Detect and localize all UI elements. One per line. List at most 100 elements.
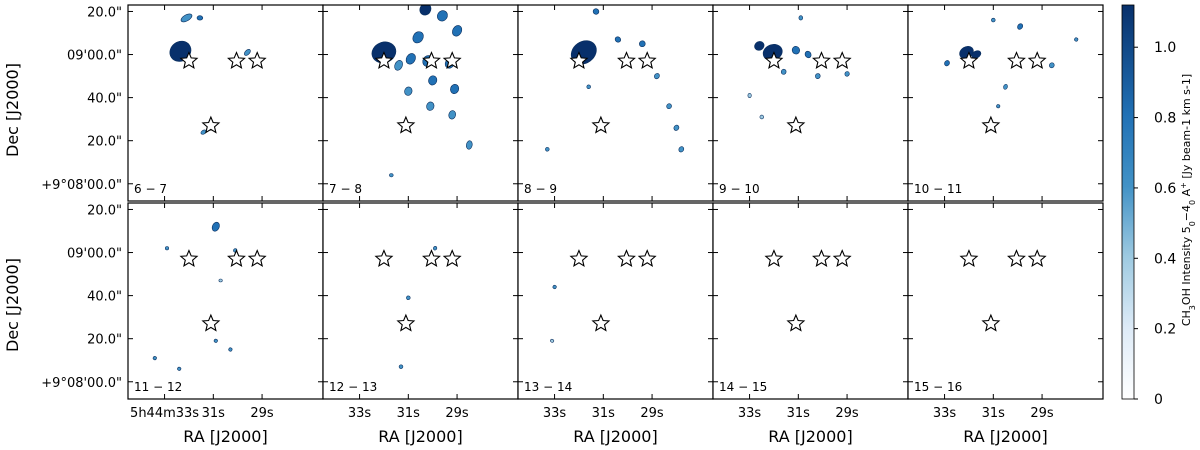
star-marker [374, 51, 394, 70]
colorbar-title: CH3OH Intensity 50−40 A+ [Jy beam-1 km s… [1179, 74, 1197, 326]
y-tick-label: 09'00.0" [67, 247, 122, 262]
emission-blob [466, 140, 473, 150]
panel-background [323, 203, 518, 399]
star-marker [227, 51, 246, 70]
emission-blob [177, 366, 182, 371]
emission-blob [552, 284, 557, 289]
xlabel: RA [J2000] [183, 427, 267, 446]
emission-blob [586, 84, 591, 89]
y-tick-label: 20.0" [87, 135, 122, 150]
panel: 12 − 13 [322, 202, 519, 400]
emission-blob [844, 71, 850, 77]
x-tick-label: 31s [202, 406, 226, 421]
x-tick-label: 29s [250, 406, 274, 421]
emission-blob [754, 41, 765, 51]
x-tick-label: 33s [933, 406, 957, 421]
emission-blob [971, 50, 982, 59]
colorbar-tick-label: 0.2 [1154, 322, 1176, 338]
panel: 7 − 8 [322, 4, 519, 202]
colorbar-tick-label: 1.0 [1154, 40, 1176, 56]
y-tick-label: +9°08'00.0" [41, 178, 122, 193]
ylabel-top: Dec [J2000] [3, 63, 22, 157]
xlabel: RA [J2000] [768, 427, 852, 446]
y-tick-label: +9°08'00.0" [41, 376, 122, 391]
emission-blob [815, 73, 821, 79]
emission-blob [639, 40, 646, 48]
emission-blob [406, 295, 411, 300]
star-marker [227, 249, 246, 268]
emission-blob [419, 5, 432, 16]
xlabel: RA [J2000] [963, 427, 1047, 446]
star-marker [201, 313, 221, 332]
colorbar-tick-label: 0.6 [1154, 181, 1176, 197]
x-tick-label: 31s [592, 406, 616, 421]
x-tick-label: 29s [640, 406, 664, 421]
emission-blob [1074, 37, 1079, 42]
emission-blob [678, 146, 685, 153]
panel: 14 − 15 [712, 202, 909, 400]
emission-blob [437, 10, 448, 22]
y-tick-label: 09'00.0" [67, 49, 122, 64]
star-marker [786, 115, 806, 134]
emission-blob [211, 221, 220, 232]
star-marker [396, 115, 416, 134]
emission-blob [759, 114, 764, 120]
emission-blob [1049, 62, 1055, 69]
emission-blob [228, 347, 233, 352]
emission-group [747, 15, 850, 120]
panel-frame [907, 4, 1104, 202]
panel: 11 − 12 [127, 202, 324, 400]
panel-velocity-label: 13 − 14 [524, 380, 572, 394]
emission-blob [798, 15, 803, 21]
star-marker [1007, 51, 1026, 70]
star-marker [247, 51, 267, 70]
star-marker [1027, 249, 1047, 268]
xlabel: RA [J2000] [573, 427, 657, 446]
star-marker [832, 51, 852, 70]
star-marker [812, 249, 831, 268]
panel: 10 − 11 [907, 4, 1104, 202]
panels-layer: 6 − 7 7 − 8 8 − 9 9 − 10 10 − 11 11 − 12 12 − … [127, 4, 1104, 400]
star-marker [442, 51, 462, 70]
emission-blob [218, 278, 223, 283]
star-marker [764, 51, 784, 70]
panel: 9 − 10 [712, 4, 909, 202]
star-marker [422, 51, 441, 70]
panel-velocity-label: 12 − 13 [329, 380, 377, 394]
star-marker [591, 115, 611, 134]
colorbar-gradient [1121, 4, 1135, 400]
panel: 13 − 14 [517, 202, 714, 400]
star-marker [981, 313, 1001, 332]
emission-blob [433, 246, 438, 251]
y-tick-label: 20.0" [87, 203, 122, 218]
emission-blob [426, 101, 435, 111]
emission-blob [404, 86, 413, 96]
colorbar-ticks: 0 0.2 0.4 0.6 0.8 1.0 [1134, 40, 1176, 408]
emission-blob [452, 25, 463, 37]
x-tick-label: 31s [397, 406, 421, 421]
emission-blob [614, 36, 622, 43]
emission-blob [165, 246, 170, 251]
emission-group [398, 246, 438, 369]
star-marker [617, 51, 636, 70]
star-marker [981, 115, 1001, 134]
y-tick-label: 40.0" [87, 92, 122, 107]
star-marker [812, 51, 831, 70]
x-tick-label: 5h44m33s [130, 406, 199, 421]
emission-blob [991, 17, 996, 23]
x-tick-label: 31s [787, 406, 811, 421]
colorbar: 0 0.2 0.4 0.6 0.8 1.0 CH3OH Intensity 50−40 A… [1121, 4, 1197, 408]
xlabel: RA [J2000] [378, 427, 462, 446]
star-marker [591, 313, 611, 332]
star-marker [247, 249, 267, 268]
axes-layer: Dec [J2000] Dec [J2000] 20.0" 09'00.0" 40.… [3, 5, 1054, 446]
emission-blob [389, 173, 394, 178]
star-marker [422, 249, 441, 268]
star-marker [442, 249, 462, 268]
colorbar-tick-label: 0 [1154, 392, 1163, 408]
emission-blob [213, 338, 218, 343]
y-tick-label: 20.0" [87, 333, 122, 348]
x-tick-label: 29s [1030, 406, 1054, 421]
emission-blob [550, 338, 555, 343]
